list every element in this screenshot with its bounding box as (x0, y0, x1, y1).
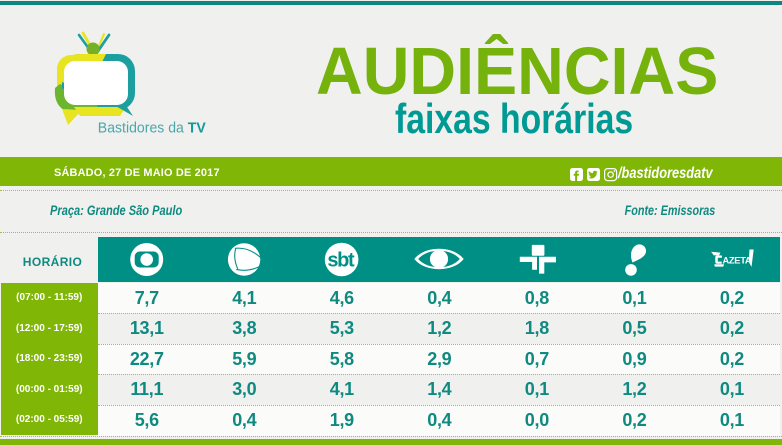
svg-text:Bastidores da TV: Bastidores da TV (98, 120, 206, 137)
svg-text:sbt: sbt (327, 250, 355, 272)
svg-text:AZETA: AZETA (723, 256, 752, 266)
